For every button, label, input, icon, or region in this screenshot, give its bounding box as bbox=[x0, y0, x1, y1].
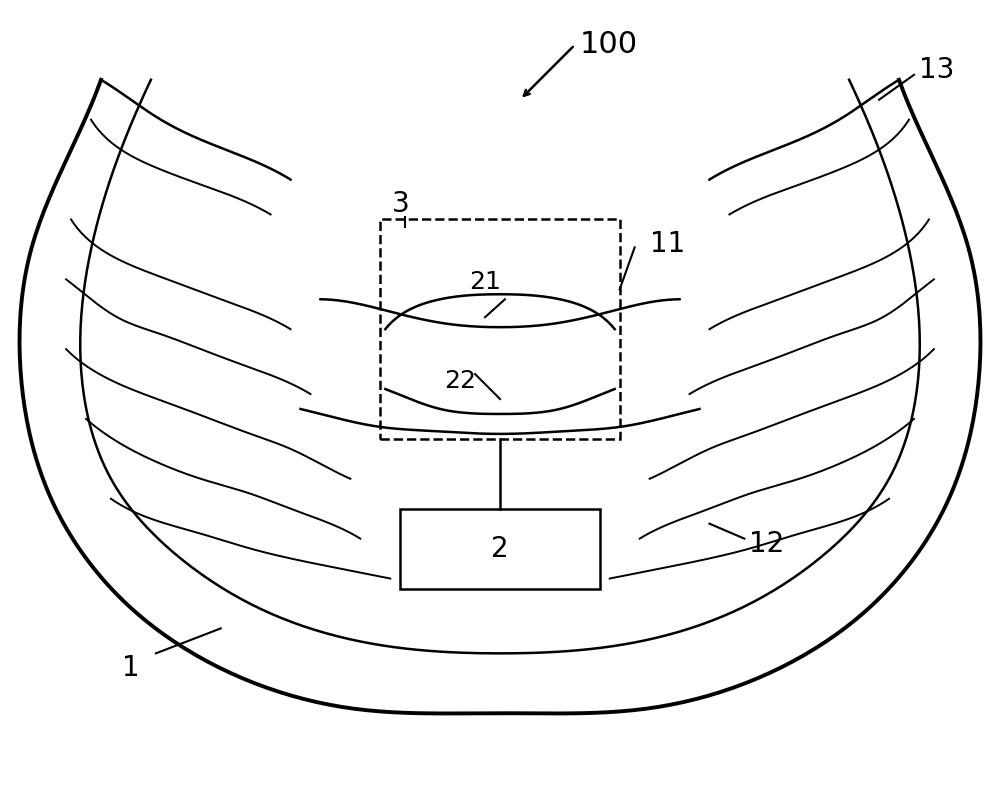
Bar bbox=[380, 219, 620, 439]
Text: 21: 21 bbox=[469, 271, 501, 294]
Text: 11: 11 bbox=[650, 231, 685, 259]
Bar bbox=[400, 509, 600, 589]
Text: 1: 1 bbox=[122, 654, 140, 682]
Text: 12: 12 bbox=[749, 530, 785, 558]
Text: 13: 13 bbox=[919, 56, 954, 84]
Text: 3: 3 bbox=[391, 191, 409, 219]
Text: 2: 2 bbox=[491, 535, 509, 563]
Text: 100: 100 bbox=[580, 30, 638, 59]
Text: 22: 22 bbox=[444, 369, 476, 393]
